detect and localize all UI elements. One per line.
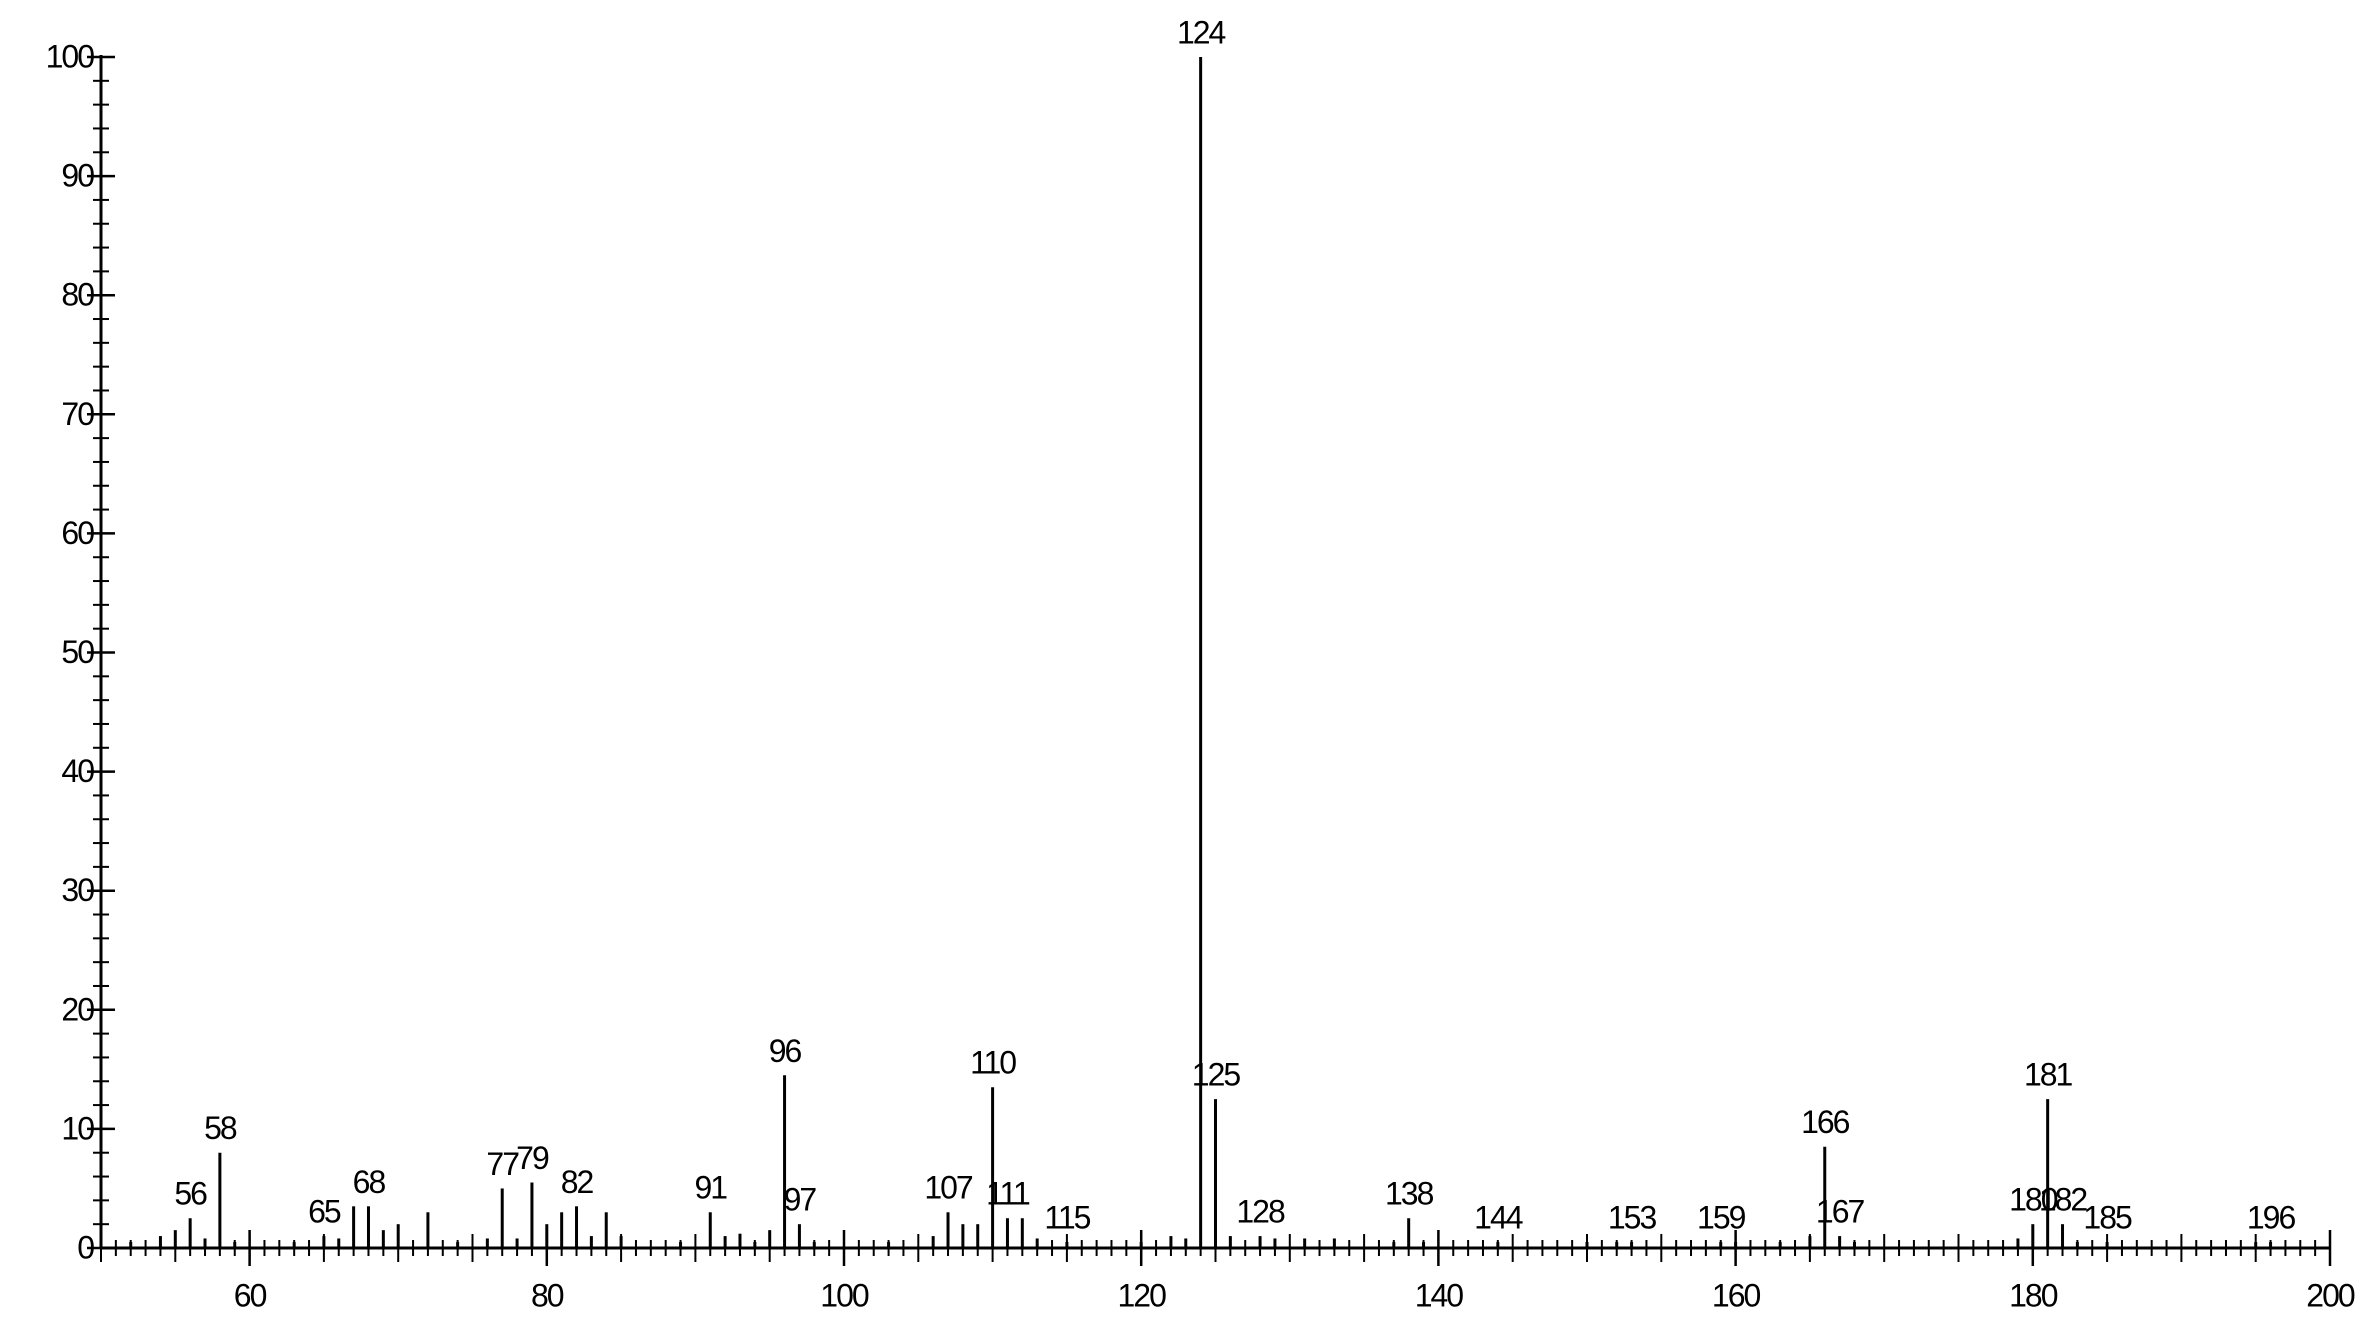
y-tick-label: 90 bbox=[61, 158, 94, 194]
y-tick-label: 50 bbox=[61, 634, 94, 670]
peak-label: 68 bbox=[353, 1164, 386, 1200]
y-tick-label: 20 bbox=[61, 991, 94, 1027]
y-tick-label: 40 bbox=[61, 753, 94, 789]
y-tick-label: 80 bbox=[61, 277, 94, 313]
x-tick-label: 140 bbox=[1415, 1277, 1464, 1313]
peak-label: 166 bbox=[1801, 1104, 1850, 1140]
peak-label: 65 bbox=[308, 1194, 341, 1230]
peak-label: 144 bbox=[1474, 1199, 1523, 1235]
peak-label: 153 bbox=[1608, 1199, 1657, 1235]
peak-label: 110 bbox=[970, 1045, 1016, 1081]
x-tick-label: 120 bbox=[1118, 1277, 1167, 1313]
y-tick-label: 60 bbox=[61, 515, 94, 551]
y-tick-label: 30 bbox=[61, 872, 94, 908]
peak-label: 111 bbox=[986, 1176, 1030, 1212]
peak-label: 180 bbox=[2009, 1182, 2058, 1218]
peak-label: 185 bbox=[2083, 1199, 2132, 1235]
peak-label: 125 bbox=[1192, 1057, 1241, 1093]
x-tick-label: 160 bbox=[1712, 1277, 1761, 1313]
peak-label: 167 bbox=[1816, 1194, 1865, 1230]
peak-label: 115 bbox=[1044, 1199, 1090, 1235]
peak-label: 159 bbox=[1697, 1199, 1746, 1235]
peak-label: 56 bbox=[174, 1176, 207, 1212]
x-tick-label: 80 bbox=[531, 1277, 564, 1313]
y-tick-label: 100 bbox=[46, 38, 95, 74]
peak-label: 58 bbox=[204, 1110, 237, 1146]
x-tick-label: 60 bbox=[234, 1277, 267, 1313]
peak-label: 79 bbox=[516, 1140, 549, 1176]
y-tick-label: 10 bbox=[61, 1110, 94, 1146]
peak-label: 196 bbox=[2247, 1199, 2296, 1235]
peak-label: 124 bbox=[1177, 14, 1226, 50]
peak-label: 138 bbox=[1385, 1176, 1434, 1212]
x-tick-label: 180 bbox=[2009, 1277, 2058, 1313]
peak-label: 91 bbox=[694, 1170, 727, 1206]
peak-label: 82 bbox=[561, 1164, 594, 1200]
peak-label: 77 bbox=[486, 1146, 519, 1182]
peak-label: 128 bbox=[1236, 1194, 1285, 1230]
peak-label: 181 bbox=[2024, 1057, 2073, 1093]
y-tick-label: 0 bbox=[77, 1229, 94, 1265]
peak-label: 97 bbox=[784, 1182, 817, 1218]
peak-label: 182 bbox=[2039, 1182, 2088, 1218]
peak-label: 107 bbox=[924, 1170, 973, 1206]
x-tick-label: 100 bbox=[820, 1277, 869, 1313]
x-tick-label: 200 bbox=[2306, 1277, 2355, 1313]
peak-label: 96 bbox=[769, 1033, 802, 1069]
y-tick-label: 70 bbox=[61, 396, 94, 432]
